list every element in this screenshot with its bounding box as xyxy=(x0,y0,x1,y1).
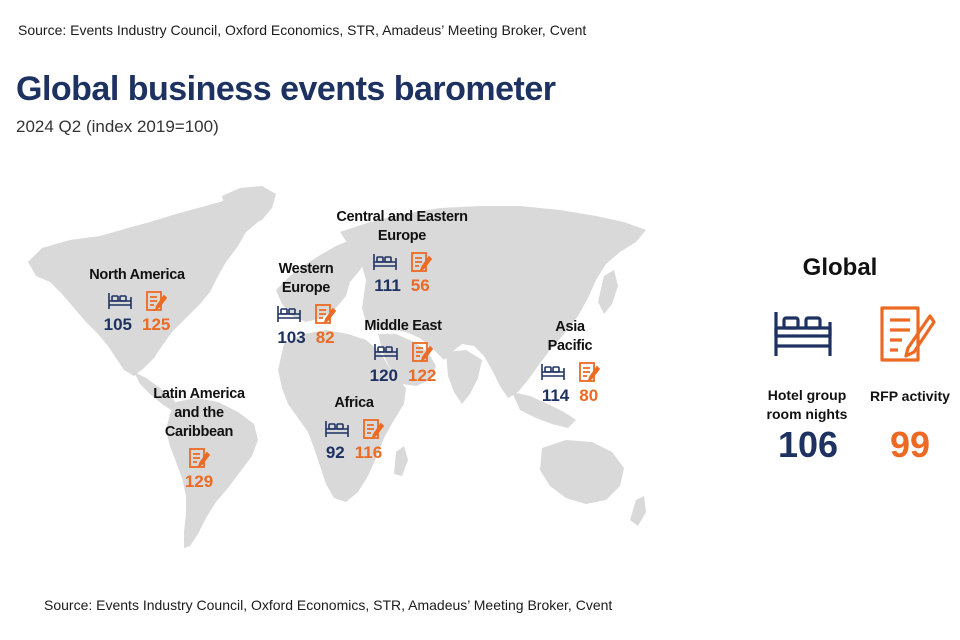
land-japan xyxy=(598,270,618,314)
rfp-activity-value: 125 xyxy=(142,315,171,334)
region-name: Western Europe xyxy=(278,261,334,296)
land-central-america xyxy=(134,372,180,412)
global-rfp-label: RFP activity xyxy=(870,388,950,404)
rfp-activity-value: 116 xyxy=(354,443,383,462)
land-india xyxy=(446,350,482,404)
bed-icon xyxy=(372,252,398,272)
rfp-activity-value: 122 xyxy=(408,366,437,385)
region-africa: Africa 92 116 xyxy=(306,394,402,463)
land-australia xyxy=(540,440,624,504)
bed-icon xyxy=(373,342,399,362)
region-name: North America xyxy=(89,267,185,283)
rfp-activity-value: 129 xyxy=(184,472,214,491)
region-name: Africa xyxy=(334,395,374,411)
page-title: Global business events barometer xyxy=(16,70,556,108)
global-hotel-label: Hotel group room nights xyxy=(766,387,848,422)
global-hotel-value: 106 xyxy=(777,424,839,465)
region-asia-pacific: Asia Pacific 114 80 xyxy=(520,318,620,406)
land-madagascar xyxy=(394,446,408,476)
region-latin-america: Latin America and the Caribbean 129 xyxy=(138,385,260,492)
land-north-america xyxy=(28,192,268,376)
rfp-document-icon xyxy=(878,304,936,366)
rfp-document-icon xyxy=(411,341,433,363)
bed-icon xyxy=(540,362,566,382)
page-subtitle: 2024 Q2 (index 2019=100) xyxy=(16,117,219,136)
hotel-room-nights-value: 114 xyxy=(541,386,570,405)
land-africa xyxy=(278,330,406,502)
land-south-america xyxy=(166,398,258,548)
region-western-europe: Western Europe 103 82 xyxy=(256,260,356,348)
source-note-top: Source: Events Industry Council, Oxford … xyxy=(18,22,587,38)
region-north-america: North America 105 125 xyxy=(72,266,202,335)
bed-icon xyxy=(276,304,302,324)
land-greenland xyxy=(222,186,276,226)
rfp-document-icon xyxy=(362,418,384,440)
hotel-room-nights-value: 105 xyxy=(103,315,132,334)
rfp-activity-value: 56 xyxy=(410,276,430,295)
bed-icon xyxy=(772,308,834,360)
bed-icon xyxy=(324,419,350,439)
rfp-document-icon xyxy=(578,361,600,383)
global-heading: Global xyxy=(802,254,878,281)
hotel-room-nights-value: 111 xyxy=(374,276,401,295)
source-note-bottom: Source: Events Industry Council, Oxford … xyxy=(44,597,613,613)
hotel-room-nights-value: 92 xyxy=(325,443,345,462)
hotel-room-nights-value: 120 xyxy=(369,366,398,385)
bed-icon xyxy=(107,291,133,311)
region-name: Central and Eastern Europe xyxy=(336,209,468,244)
rfp-document-icon xyxy=(188,447,210,469)
region-middle-east: Middle East 120 122 xyxy=(348,317,458,386)
region-name: Latin America and the Caribbean xyxy=(153,386,245,440)
global-rfp-value: 99 xyxy=(889,424,931,465)
region-name: Middle East xyxy=(364,318,442,334)
global-summary: Global Hotel group room nights RFP activ… xyxy=(760,250,950,480)
rfp-document-icon xyxy=(410,251,432,273)
rfp-activity-value: 80 xyxy=(579,386,599,405)
land-new-zealand xyxy=(630,496,646,526)
rfp-document-icon xyxy=(314,303,336,325)
land-southeast-asia xyxy=(512,392,576,428)
rfp-document-icon xyxy=(145,290,167,312)
hotel-room-nights-value: 103 xyxy=(277,328,306,347)
region-central-eastern-europe: Central and Eastern Europe 111 56 xyxy=(322,208,482,296)
land-asia xyxy=(340,206,646,398)
region-name: Asia Pacific xyxy=(547,319,593,354)
rfp-activity-value: 82 xyxy=(315,328,335,347)
land-europe xyxy=(276,240,368,322)
